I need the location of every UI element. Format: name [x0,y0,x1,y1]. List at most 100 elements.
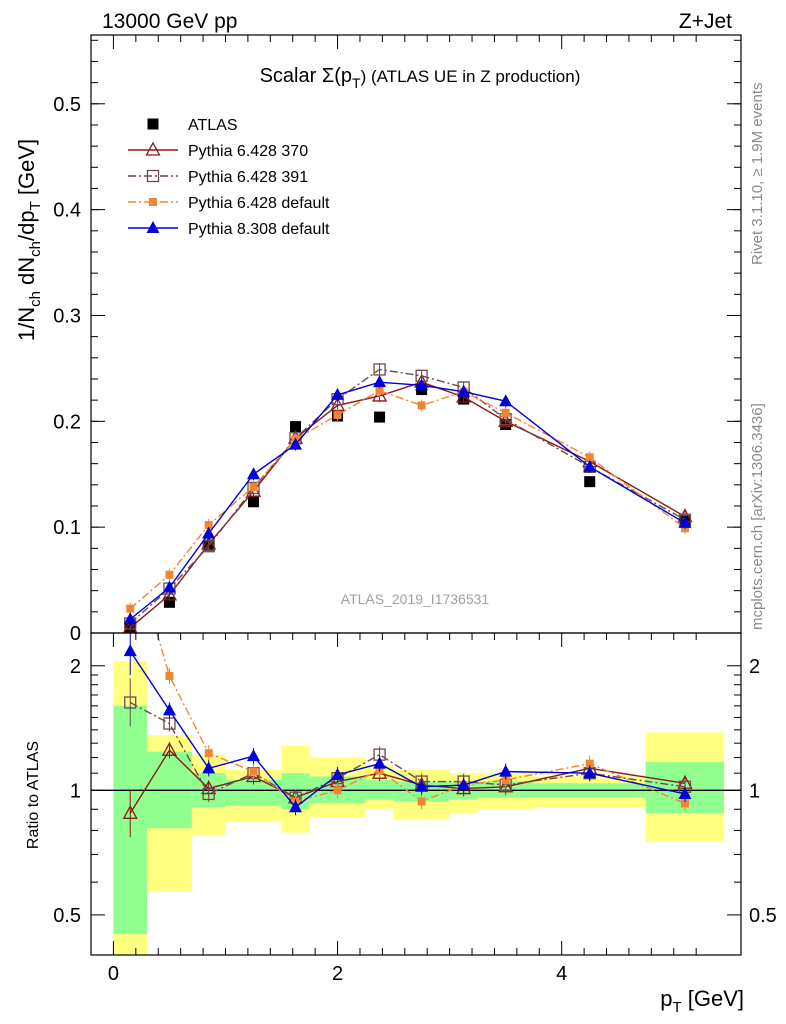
y-tick-label: 0.4 [53,200,81,222]
legend-label: Pythia 6.428 391 [188,169,308,186]
main-y-axis-label: 1/Nch dNch/dpT [GeV] [14,139,44,341]
data-point-atlas [163,596,175,608]
legend: ATLAS Pythia 6.428 370 Pythia 6.428 391 Pyt… [128,117,330,238]
plot-title: Scalar Σ(pT) (ATLAS UE in Z production) [260,65,581,91]
y-tick-label: 0 [70,623,81,645]
data-point-pythia-6-428-default [375,386,384,395]
data-point-pythia-8-308-default [415,378,429,391]
x-tick-label: 4 [556,963,567,985]
data-point-pythia-8-308-default [373,375,387,388]
ratio-point-pythia-8-308-default [247,749,260,762]
ratio-point-pythia-8-308-default [162,703,176,716]
data-point-pythia-8-308-default [289,437,303,450]
ratio-point-pythia-6-428-default [204,749,213,758]
ratio-point-pythia-8-308-default [678,786,692,799]
ratio-y-tick-label-right: 0.5 [749,905,777,927]
rivet-version-label: Rivet 3.1.10, ≥ 1.9M events [749,83,766,266]
ratio-point-pythia-6-428-default [585,759,594,768]
data-point-pythia-8-308-default [247,467,260,480]
data-point-pythia-8-308-default [202,526,216,539]
ratio-axes: 0.5 0.5 1 1 2 2 0 2 4 [53,632,777,985]
ratio-point-pythia-6-428-default [680,799,689,808]
ratio-point-pythia-6-428-default [333,786,342,795]
ratio-point-pythia-8-308-default [123,644,137,657]
legend-marker-pythia-6-428-370 [145,141,161,156]
ratio-line-pythia-8-308-default [129,650,686,809]
ratio-point-pythia-8-308-default [457,778,471,791]
ratio-point-pythia-6-428-default [249,767,258,776]
ratio-point-pythia-6-428-default [501,775,510,784]
ratio-point-pythia-6-428-370 [122,804,138,819]
data-point-atlas [248,496,259,508]
ratio-frame [90,632,742,956]
ratio-point-pythia-8-308-default [583,766,597,779]
data-point-pythia-6-428-391 [202,540,215,553]
data-point-pythia-8-308-default [678,515,692,528]
analysis-annotation: ATLAS_2019_I1736531 [341,591,490,607]
data-point-atlas [374,411,386,423]
data-point-pythia-6-428-default [126,604,135,613]
ratio-point-pythia-6-428-370 [161,741,178,756]
ratio-point-pythia-8-308-default [331,767,345,780]
ratio-point-pythia-8-308-default [499,764,513,777]
ratio-y-tick-label-right: 1 [749,780,760,802]
legend-label: Pythia 8.308 default [188,221,330,238]
series-line-pythia-8-308-default [129,381,686,620]
data-point-pythia-8-308-default [583,459,597,472]
x-tick-label: 2 [332,963,343,985]
ratio-series-group [122,537,693,838]
series-line-pythia-6-428-default [129,389,686,610]
ratio-point-pythia-8-308-default [289,800,303,813]
data-point-pythia-6-428-391 [373,363,386,376]
ratio-y-tick-label: 1 [70,780,81,802]
data-point-pythia-8-308-default [162,580,176,593]
data-point-pythia-6-428-370 [371,387,388,402]
ratio-y-tick-label: 0.5 [53,905,81,927]
ratio-line-pythia-6-428-391 [129,701,686,799]
header-left: 13000 GeV pp [102,10,237,33]
main-series-group [122,363,693,633]
data-point-pythia-6-428-default [249,482,258,491]
y-tick-label: 0.2 [53,411,81,433]
legend-label: Pythia 6.428 370 [188,143,308,160]
ratio-point-pythia-6-428-391 [124,696,137,709]
ratio-point-pythia-6-428-default [126,537,134,545]
data-point-pythia-6-428-default [165,570,174,579]
mcplots-label: mcplots.cern.ch [arXiv:1306.3436] [749,403,766,630]
data-point-pythia-6-428-default [204,521,213,530]
data-point-pythia-8-308-default [123,612,137,625]
ratio-point-pythia-8-308-default [373,756,387,769]
ratio-point-pythia-6-428-default [417,797,426,806]
ratio-point-pythia-8-308-default [415,779,429,792]
ratio-y-tick-label-right: 2 [749,656,760,678]
series-line-pythia-6-428-391 [129,368,686,624]
y-tick-label: 0.1 [53,517,81,539]
legend-marker-pythia-8-308-default [146,221,160,233]
data-point-atlas [290,421,302,433]
ratio-line-pythia-6-428-default [156,633,686,805]
data-point-pythia-6-428-default [585,453,594,462]
legend-marker-atlas [147,118,159,130]
x-tick-label: 0 [108,963,119,985]
data-point-atlas [584,476,596,488]
header-right: Z+Jet [679,10,732,33]
ratio-y-axis-label: Ratio to ATLAS [25,741,42,849]
x-axis-label: pT [GeV] [660,986,744,1016]
ratio-point-pythia-6-428-391 [202,787,215,801]
ratio-point-pythia-8-308-default [202,761,216,774]
ratio-point-pythia-6-428-default [165,671,174,680]
data-point-pythia-6-428-default [333,410,342,419]
data-point-pythia-8-308-default [331,387,345,400]
data-point-pythia-8-308-default [499,394,513,407]
y-tick-label: 0.3 [53,305,81,327]
legend-marker-pythia-6-428-391 [146,169,160,183]
ratio-y-tick-label: 2 [70,656,81,678]
legend-marker-pythia-6-428-default [149,198,157,206]
legend-label: ATLAS [188,117,238,134]
data-point-pythia-6-428-default [501,408,510,417]
legend-label: Pythia 6.428 default [188,195,330,212]
data-point-pythia-6-428-default [417,401,426,410]
main-axes: 0 0.1 0.2 0.3 0.4 0.5 [53,34,742,645]
data-point-pythia-8-308-default [457,384,471,397]
